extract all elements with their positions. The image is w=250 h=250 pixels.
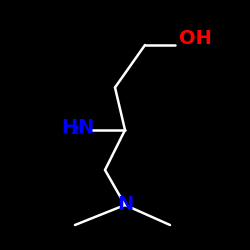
Text: N: N (117, 196, 133, 214)
Text: OH: OH (179, 29, 212, 48)
Text: 2: 2 (71, 124, 80, 137)
Text: N: N (77, 118, 93, 137)
Text: H: H (61, 118, 78, 137)
